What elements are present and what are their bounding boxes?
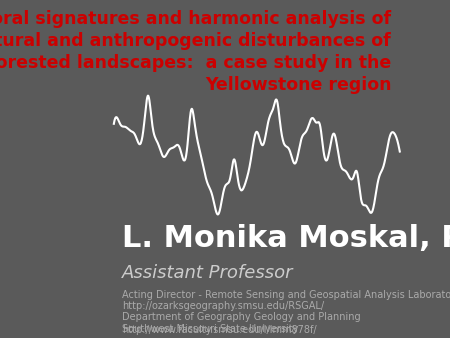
Text: http://ozarksgeography.smsu.edu/RSGAL/: http://ozarksgeography.smsu.edu/RSGAL/ bbox=[122, 301, 324, 311]
Text: Acting Director - Remote Sensing and Geospatial Analysis Laboratory: Acting Director - Remote Sensing and Geo… bbox=[122, 290, 450, 300]
Text: Department of Geography Geology and Planning
Southwest Missouri State University: Department of Geography Geology and Plan… bbox=[122, 312, 361, 334]
Text: http://www.faculty.smsu.edu/l/lmm878f/: http://www.faculty.smsu.edu/l/lmm878f/ bbox=[122, 325, 317, 335]
Text: L. Monika Moskal, PhD: L. Monika Moskal, PhD bbox=[122, 224, 450, 254]
Text: Temporal signatures and harmonic analysis of
natural and anthropogenic disturban: Temporal signatures and harmonic analysi… bbox=[0, 10, 391, 95]
Text: Assistant Professor: Assistant Professor bbox=[122, 264, 294, 282]
